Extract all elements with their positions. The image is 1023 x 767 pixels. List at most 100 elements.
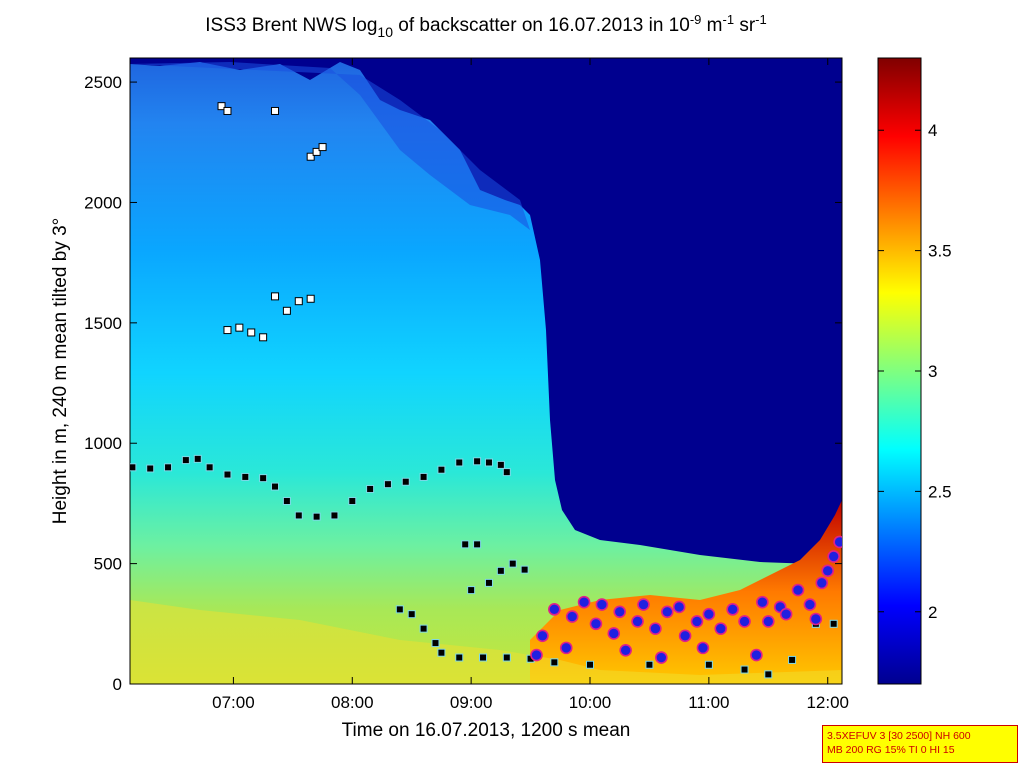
data-point — [502, 653, 511, 662]
data-point — [294, 511, 303, 520]
data-point — [401, 477, 410, 486]
data-point — [181, 456, 190, 465]
data-point — [271, 482, 280, 491]
data-point — [750, 648, 763, 662]
data-point — [419, 624, 428, 633]
data-point — [645, 660, 654, 669]
data-point — [473, 457, 482, 466]
y-axis: 0 500 1000 1500 2000 2500 — [84, 73, 842, 694]
data-point — [536, 629, 549, 643]
data-point — [330, 511, 339, 520]
plot-frame — [129, 57, 843, 685]
data-point — [271, 106, 280, 115]
data-point — [223, 326, 232, 335]
data-point — [312, 147, 321, 156]
data-point — [791, 583, 805, 597]
data-point — [496, 566, 505, 575]
x-tick-label: 12:00 — [806, 693, 849, 712]
data-point — [461, 540, 470, 549]
data-point — [235, 323, 244, 332]
data-point — [431, 639, 440, 648]
data-point — [508, 559, 517, 568]
upper-blue-patch — [130, 62, 530, 230]
data-point — [130, 463, 137, 472]
data-point — [223, 470, 232, 479]
data-point — [259, 333, 268, 342]
data-point — [740, 665, 749, 674]
data-point — [631, 615, 644, 628]
data-point — [788, 655, 797, 664]
data-point — [815, 576, 829, 590]
data-point — [455, 458, 464, 467]
data-point — [282, 306, 291, 315]
data-point — [738, 615, 751, 628]
data-point — [607, 627, 621, 640]
data-point — [821, 564, 835, 578]
data-point — [146, 464, 155, 473]
data-point — [649, 622, 662, 635]
data-point — [164, 463, 173, 472]
colorbar-tick-label: 3.5 — [928, 242, 952, 261]
aerosol-layer — [130, 62, 842, 684]
data-point — [833, 535, 842, 549]
data-point — [764, 670, 773, 679]
info-line-1: 3.5XEFUV 3 [30 2500] NH 600 — [827, 730, 971, 742]
data-point — [473, 540, 482, 549]
x-tick-label: 10:00 — [569, 693, 612, 712]
x-axis: 07:00 08:00 09:00 10:00 11:00 12:00 — [212, 58, 849, 712]
data-point — [696, 641, 710, 655]
data-point — [586, 660, 595, 669]
data-point — [223, 106, 232, 115]
y-tick-label: 0 — [113, 675, 122, 694]
heatmap — [130, 58, 842, 684]
colorbar-tick-label: 4 — [928, 121, 937, 140]
data-point — [548, 603, 561, 616]
data-point — [419, 472, 428, 481]
data-point — [589, 617, 603, 631]
data-point — [318, 143, 327, 152]
colorbar-ticks: 2 2.5 3 3.5 4 — [878, 121, 952, 622]
data-point — [407, 610, 416, 619]
y-tick-label: 1500 — [84, 314, 122, 333]
data-point — [530, 648, 543, 662]
y-tick-label: 500 — [94, 555, 122, 574]
y-tick-label: 2000 — [84, 193, 122, 212]
x-tick-label: 08:00 — [331, 693, 374, 712]
data-point — [348, 497, 357, 506]
data-point — [678, 629, 692, 643]
colorbar-tick-label: 2.5 — [928, 482, 952, 501]
data-point — [613, 605, 627, 619]
data-point — [550, 658, 559, 667]
data-point — [502, 468, 511, 477]
y-tick-label: 2500 — [84, 73, 122, 92]
colorbar-tick-label: 3 — [928, 362, 937, 381]
data-point — [595, 598, 609, 611]
data-point — [827, 550, 840, 563]
data-point — [366, 484, 375, 493]
data-point — [829, 619, 838, 628]
data-point — [205, 463, 214, 472]
low-yellow-layer — [130, 600, 842, 684]
data-point — [437, 465, 446, 474]
data-point — [809, 612, 823, 626]
data-point — [520, 565, 529, 574]
data-point — [704, 660, 713, 669]
info-line-2: MB 200 RG 15% TI 0 HI 15 — [827, 744, 955, 756]
x-tick-label: 09:00 — [450, 693, 493, 712]
data-point — [762, 615, 775, 628]
data-point — [660, 605, 674, 619]
x-tick-label: 07:00 — [212, 693, 255, 712]
data-point — [803, 598, 817, 611]
data-point — [241, 472, 250, 481]
data-point — [484, 458, 493, 467]
data-point — [559, 641, 573, 655]
data-point — [496, 460, 505, 469]
x-tick-label: 11:00 — [688, 693, 729, 712]
data-point — [306, 152, 315, 161]
data-point — [217, 102, 226, 111]
data-point — [484, 578, 493, 587]
y-axis-label: Height in m, 240 m mean tilted by 3° — [50, 218, 71, 524]
data-point — [714, 622, 728, 635]
data-point — [479, 653, 488, 662]
data-point — [193, 454, 202, 463]
